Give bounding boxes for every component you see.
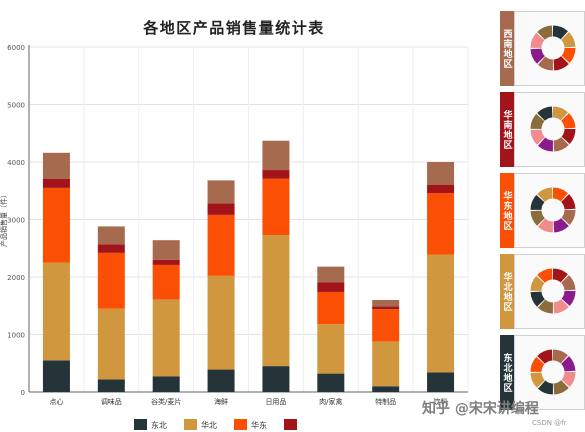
csdn-source: CSDN @fr bbox=[532, 419, 567, 427]
bar-segment-西南 bbox=[97, 226, 125, 245]
legend-label: 华北 bbox=[201, 420, 217, 430]
legend-label: 东北 bbox=[151, 420, 167, 430]
bar-segment-华东 bbox=[152, 264, 180, 300]
x-tick-label: 调味品 bbox=[101, 397, 122, 406]
bar-segment-华北 bbox=[317, 324, 345, 374]
bar-segment-东北 bbox=[262, 366, 290, 392]
legend-swatch bbox=[234, 419, 247, 430]
bar-segment-西南 bbox=[207, 180, 235, 204]
x-tick-label: 谷类/麦片 bbox=[151, 397, 181, 406]
bar-segment-华东 bbox=[262, 178, 290, 236]
bar-segment-西南 bbox=[372, 300, 400, 307]
bar-segment-华南 bbox=[207, 203, 235, 215]
x-tick-label: 特制品 bbox=[375, 397, 396, 406]
chart-title: 各地区产品销售量统计表 bbox=[142, 19, 325, 37]
bar-segment-华东 bbox=[207, 214, 235, 276]
donut-segment bbox=[530, 106, 576, 152]
region-label: 西南地区 bbox=[501, 28, 512, 69]
bar-segment-西南 bbox=[42, 152, 70, 179]
y-tick-label: 5000 bbox=[7, 102, 25, 110]
y-axis-label: 产品销售量（件） bbox=[0, 191, 8, 247]
bar-segment-华北 bbox=[372, 341, 400, 387]
region-donut-chart bbox=[530, 106, 576, 152]
bar-segment-华东 bbox=[317, 291, 345, 325]
bar-segment-华南 bbox=[152, 259, 180, 265]
bar-segment-华南 bbox=[97, 244, 125, 253]
bar-segment-华南 bbox=[427, 185, 455, 194]
region-panel: 华北地区 bbox=[500, 254, 585, 329]
region-donut-chart bbox=[530, 25, 576, 71]
region-label: 东北地区 bbox=[501, 352, 512, 393]
bar-segment-华南 bbox=[317, 282, 345, 292]
donut-segment bbox=[530, 187, 576, 233]
region-tab: 华东地区 bbox=[500, 173, 514, 248]
region-donut-chart bbox=[530, 187, 576, 233]
donut-segment bbox=[530, 25, 576, 71]
bar-segment-华南 bbox=[262, 170, 290, 179]
bar-segment-华北 bbox=[207, 275, 235, 370]
x-tick-label: 海鲜 bbox=[214, 397, 228, 406]
bar-segment-西南 bbox=[317, 266, 345, 283]
bar-segment-华东 bbox=[427, 193, 455, 255]
bar-segment-东北 bbox=[97, 379, 125, 392]
region-panel: 西南地区 bbox=[500, 11, 585, 86]
region-tab: 东北地区 bbox=[500, 335, 514, 410]
bar-segment-华北 bbox=[427, 254, 455, 373]
region-donut-box bbox=[514, 92, 585, 167]
region-panel: 东北地区 bbox=[500, 335, 585, 410]
donut-segment bbox=[530, 349, 576, 395]
region-panel: 华南地区 bbox=[500, 92, 585, 167]
y-tick-label: 1000 bbox=[7, 332, 25, 340]
bar-segment-华东 bbox=[42, 187, 70, 263]
region-label: 华北地区 bbox=[501, 271, 512, 312]
region-donut-box bbox=[514, 335, 585, 410]
bar-segment-华东 bbox=[372, 309, 400, 342]
bar-segment-西南 bbox=[152, 240, 180, 260]
bar-segment-华北 bbox=[152, 299, 180, 377]
region-donut-box bbox=[514, 173, 585, 248]
bar-segment-东北 bbox=[372, 386, 400, 392]
bar-segment-东北 bbox=[427, 372, 455, 392]
legend-label: 华东 bbox=[251, 420, 267, 430]
bar-segment-华南 bbox=[42, 178, 70, 188]
bar-segment-华北 bbox=[262, 235, 290, 367]
bar-segment-东北 bbox=[152, 376, 180, 392]
bar-segment-华东 bbox=[97, 252, 125, 309]
region-donut-box bbox=[514, 11, 585, 86]
watermark: 知乎 @宋宋讲编程 bbox=[422, 401, 539, 417]
region-label: 华南地区 bbox=[501, 109, 512, 150]
y-tick-label: 6000 bbox=[7, 44, 25, 52]
bar-segment-东北 bbox=[42, 360, 70, 392]
bar-segment-华北 bbox=[42, 262, 70, 361]
bar-segment-华南 bbox=[372, 306, 400, 310]
region-donut-box bbox=[514, 254, 585, 329]
region-donut-chart bbox=[530, 268, 576, 314]
x-tick-label: 点心 bbox=[49, 398, 63, 406]
bar-segment-西南 bbox=[427, 162, 455, 185]
x-tick-label: 饮料 bbox=[434, 397, 448, 406]
y-tick-label: 3000 bbox=[7, 217, 25, 225]
bar-segment-西南 bbox=[262, 140, 290, 171]
y-tick-label: 4000 bbox=[7, 159, 25, 167]
bar-segment-东北 bbox=[207, 369, 235, 392]
region-donut-chart bbox=[530, 349, 576, 395]
x-tick-label: 日用品 bbox=[265, 398, 286, 406]
y-tick-label: 2000 bbox=[7, 274, 25, 282]
region-label: 华东地区 bbox=[501, 190, 512, 231]
donut-segment bbox=[530, 268, 576, 314]
region-tab: 华南地区 bbox=[500, 92, 514, 167]
region-panel: 华东地区 bbox=[500, 173, 585, 248]
y-tick-label: 0 bbox=[21, 389, 25, 397]
region-tab: 华北地区 bbox=[500, 254, 514, 329]
legend-swatch bbox=[134, 419, 147, 430]
bar-segment-东北 bbox=[317, 373, 345, 392]
region-tab: 西南地区 bbox=[500, 11, 514, 86]
x-tick-label: 肉/家禽 bbox=[319, 397, 342, 406]
bar-segment-华北 bbox=[97, 308, 125, 380]
legend-swatch bbox=[184, 419, 197, 430]
legend-swatch bbox=[284, 419, 297, 430]
